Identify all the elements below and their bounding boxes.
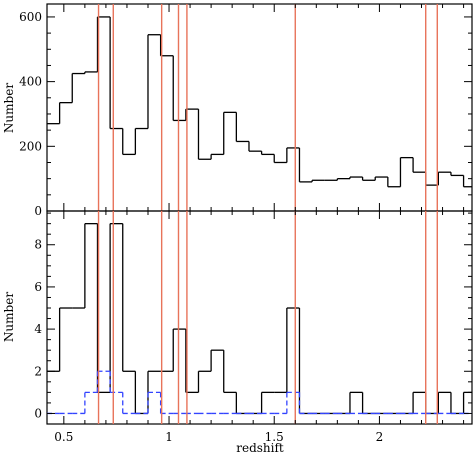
- x-tick-label: 2: [376, 430, 384, 444]
- bottom-y-tick-label: 6: [34, 280, 42, 294]
- bottom-plot-frame: [46, 210, 473, 425]
- top-y-tick-label: 0: [34, 204, 42, 218]
- x-tick-label: 1.5: [265, 430, 284, 444]
- bottom-y-tick-label: 2: [34, 364, 42, 378]
- top-y-tick-label: 400: [19, 75, 42, 89]
- bottom-y-tick-label: 4: [34, 322, 42, 336]
- top-panel: 0 200 400 600 Number: [2, 3, 473, 218]
- x-tick-label: 1: [165, 430, 173, 444]
- top-y-tick-label: 600: [19, 10, 42, 24]
- x-axis-title: redshift: [236, 441, 284, 455]
- top-y-tick-label: 200: [19, 139, 42, 153]
- bottom-panel: 0.5 1 1.5 2 0 2 4 6 8 Number redshift: [2, 210, 473, 455]
- bottom-y-axis-title: Number: [2, 292, 16, 342]
- bottom-y-tick-label: 0: [34, 406, 42, 420]
- x-tick-label: 0.5: [54, 430, 73, 444]
- bottom-y-tick-label: 8: [34, 238, 42, 252]
- top-y-axis-title: Number: [2, 83, 16, 133]
